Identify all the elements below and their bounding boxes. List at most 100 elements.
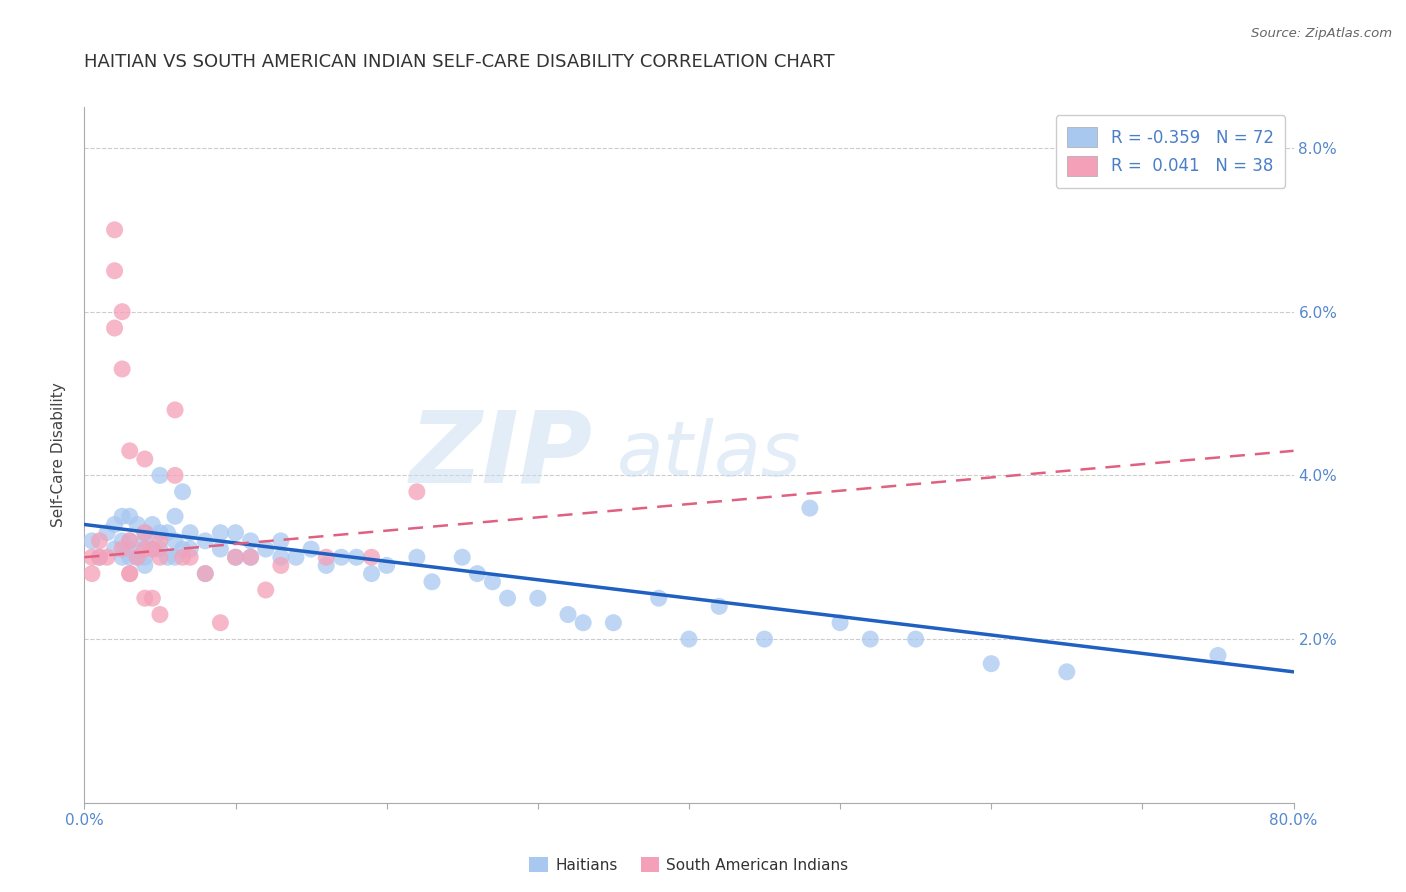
Point bbox=[859, 632, 882, 646]
Point bbox=[270, 533, 292, 548]
Point bbox=[111, 550, 134, 565]
Text: ZIP: ZIP bbox=[409, 407, 592, 503]
Point bbox=[406, 550, 429, 565]
Point bbox=[165, 468, 187, 483]
Point bbox=[406, 484, 429, 499]
Point bbox=[165, 533, 187, 548]
Point bbox=[225, 550, 247, 565]
Point bbox=[1206, 648, 1229, 663]
Point bbox=[141, 517, 163, 532]
Point bbox=[111, 509, 134, 524]
Point bbox=[1056, 665, 1078, 679]
Point bbox=[254, 582, 277, 597]
Point bbox=[156, 525, 179, 540]
Point bbox=[134, 533, 156, 548]
Point bbox=[270, 558, 292, 573]
Point bbox=[149, 525, 172, 540]
Point bbox=[127, 550, 149, 565]
Point bbox=[104, 542, 127, 557]
Text: atlas: atlas bbox=[616, 418, 801, 491]
Point bbox=[194, 566, 217, 581]
Point bbox=[209, 615, 232, 630]
Point bbox=[375, 558, 398, 573]
Point bbox=[141, 542, 163, 557]
Point bbox=[754, 632, 776, 646]
Point bbox=[209, 542, 232, 557]
Point bbox=[118, 509, 141, 524]
Point bbox=[127, 550, 149, 565]
Point bbox=[360, 566, 382, 581]
Point bbox=[118, 550, 141, 565]
Point bbox=[118, 533, 141, 548]
Point bbox=[80, 566, 103, 581]
Point bbox=[904, 632, 927, 646]
Point bbox=[678, 632, 700, 646]
Point bbox=[118, 542, 141, 557]
Text: Source: ZipAtlas.com: Source: ZipAtlas.com bbox=[1251, 27, 1392, 40]
Point bbox=[111, 304, 134, 318]
Point bbox=[89, 550, 111, 565]
Point bbox=[80, 533, 103, 548]
Point bbox=[451, 550, 474, 565]
Point bbox=[172, 550, 194, 565]
Point bbox=[127, 517, 149, 532]
Point bbox=[96, 550, 118, 565]
Point bbox=[481, 574, 503, 589]
Point bbox=[141, 591, 163, 606]
Point bbox=[239, 533, 262, 548]
Point bbox=[467, 566, 489, 581]
Point bbox=[149, 550, 172, 565]
Point bbox=[179, 525, 201, 540]
Point bbox=[709, 599, 731, 614]
Point bbox=[149, 533, 172, 548]
Point bbox=[134, 542, 156, 557]
Point bbox=[149, 607, 172, 622]
Point bbox=[104, 321, 127, 335]
Point bbox=[96, 525, 118, 540]
Point bbox=[194, 566, 217, 581]
Point bbox=[118, 566, 141, 581]
Point bbox=[165, 403, 187, 417]
Point bbox=[239, 550, 262, 565]
Point bbox=[980, 657, 1002, 671]
Point bbox=[149, 542, 172, 557]
Legend: Haitians, South American Indians: Haitians, South American Indians bbox=[523, 850, 855, 879]
Point bbox=[225, 525, 247, 540]
Point bbox=[118, 443, 141, 458]
Point bbox=[225, 550, 247, 565]
Point bbox=[134, 452, 156, 467]
Point bbox=[141, 542, 163, 557]
Point bbox=[285, 550, 308, 565]
Point bbox=[330, 550, 353, 565]
Point bbox=[134, 542, 156, 557]
Point bbox=[527, 591, 550, 606]
Point bbox=[118, 566, 141, 581]
Point bbox=[104, 223, 127, 237]
Point bbox=[165, 550, 187, 565]
Point bbox=[149, 468, 172, 483]
Point bbox=[420, 574, 443, 589]
Point bbox=[572, 615, 595, 630]
Point bbox=[104, 517, 127, 532]
Point bbox=[496, 591, 519, 606]
Point bbox=[134, 558, 156, 573]
Point bbox=[209, 525, 232, 540]
Point bbox=[179, 542, 201, 557]
Point bbox=[165, 509, 187, 524]
Point bbox=[80, 550, 103, 565]
Point bbox=[134, 550, 156, 565]
Point bbox=[299, 542, 322, 557]
Point bbox=[134, 525, 156, 540]
Y-axis label: Self-Care Disability: Self-Care Disability bbox=[51, 383, 66, 527]
Point bbox=[346, 550, 368, 565]
Point bbox=[104, 264, 127, 278]
Point bbox=[111, 362, 134, 376]
Point bbox=[111, 533, 134, 548]
Point bbox=[315, 558, 337, 573]
Point bbox=[239, 550, 262, 565]
Point bbox=[254, 542, 277, 557]
Point bbox=[89, 550, 111, 565]
Point bbox=[315, 550, 337, 565]
Point bbox=[194, 533, 217, 548]
Point bbox=[118, 533, 141, 548]
